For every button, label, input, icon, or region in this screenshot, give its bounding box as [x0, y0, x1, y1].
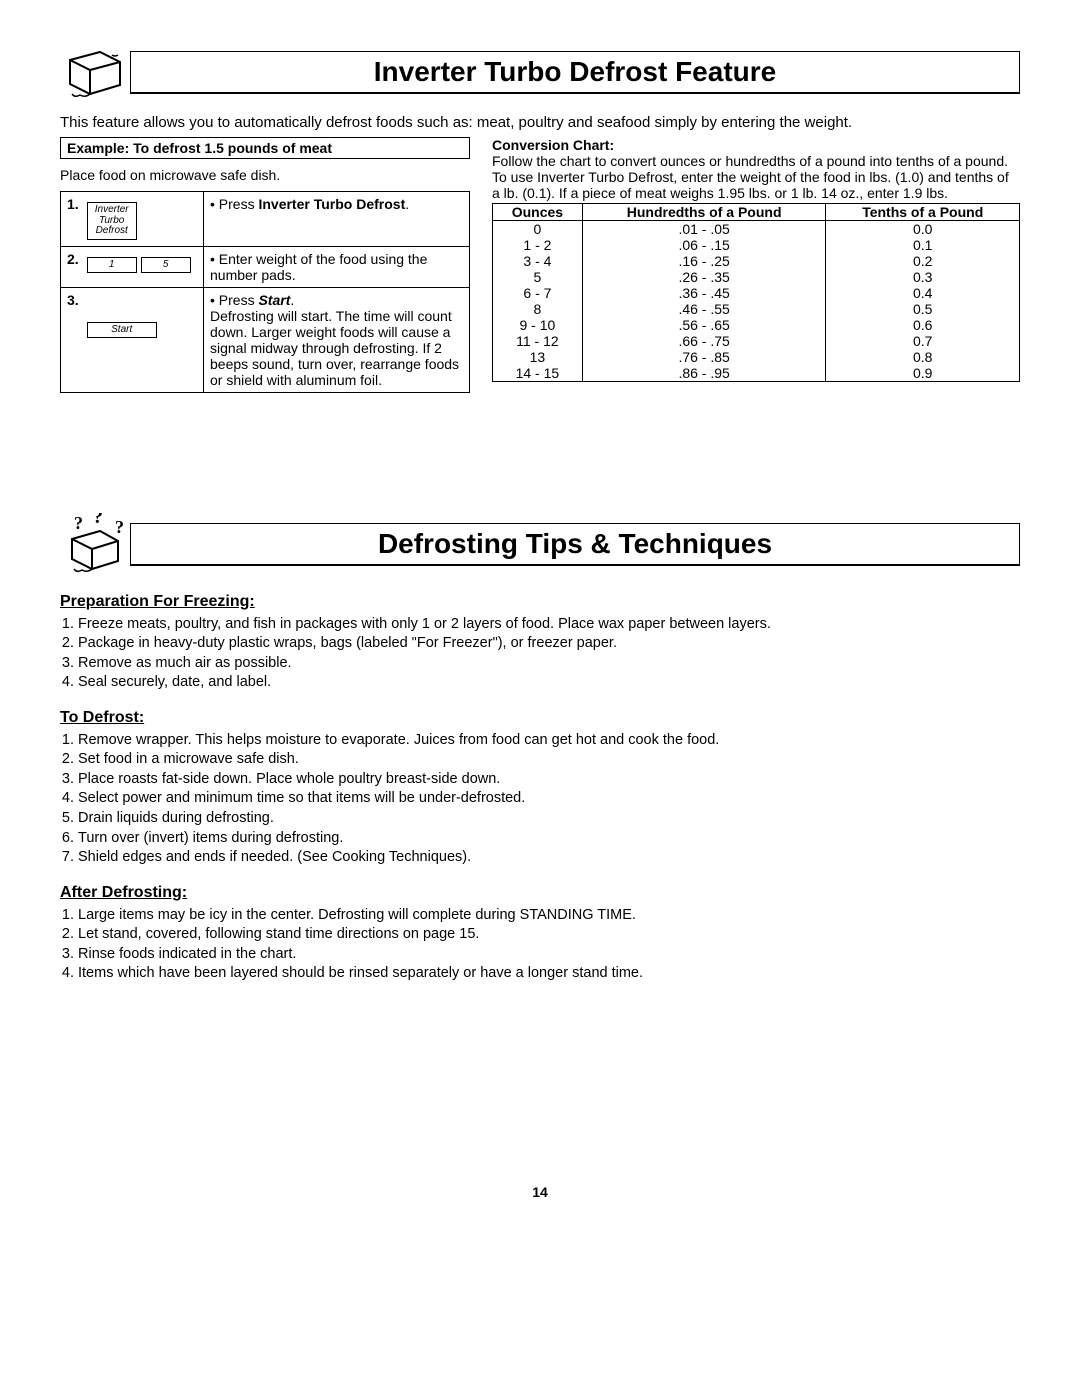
tips-list: Remove wrapper. This helps moisture to e…: [78, 731, 1020, 868]
tips-item: Place roasts fat-side down. Place whole …: [78, 770, 1020, 790]
section1-intro: This feature allows you to automatically…: [60, 114, 1020, 131]
conversion-cell: 9 - 10: [493, 317, 583, 333]
tips-item: Freeze meats, poultry, and fish in packa…: [78, 615, 1020, 635]
tips-item: Turn over (invert) items during defrosti…: [78, 829, 1020, 849]
step-cell: 1.InverterTurboDefrost: [61, 192, 204, 247]
tips-item: Package in heavy-duty plastic wraps, bag…: [78, 634, 1020, 654]
tips-subhead: Preparation For Freezing:: [60, 593, 1020, 611]
tips-subhead: To Defrost:: [60, 709, 1020, 727]
step-instruction: • Press Start.Defrosting will start. The…: [204, 287, 470, 392]
conversion-cell: .26 - .35: [582, 269, 826, 285]
section1-columns: Example: To defrost 1.5 pounds of meat P…: [60, 137, 1020, 393]
tips-item: Shield edges and ends if needed. (See Co…: [78, 848, 1020, 868]
conversion-cell: 3 - 4: [493, 253, 583, 269]
conversion-cell: 0.7: [826, 333, 1020, 349]
conversion-col-header: Ounces: [493, 204, 583, 221]
ice-cube-question-icon: ? ? ?: [60, 513, 130, 577]
ice-cube-icon: [60, 40, 130, 104]
conversion-cell: .06 - .15: [582, 237, 826, 253]
conversion-cell: 6 - 7: [493, 285, 583, 301]
conversion-cell: .16 - .25: [582, 253, 826, 269]
title-rule: Inverter Turbo Defrost Feature: [130, 51, 1020, 94]
conversion-cell: 14 - 15: [493, 365, 583, 382]
section1-header: Inverter Turbo Defrost Feature: [60, 40, 1020, 104]
conversion-cell: 1 - 2: [493, 237, 583, 253]
tips-list: Large items may be icy in the center. De…: [78, 906, 1020, 984]
tips-item: Let stand, covered, following stand time…: [78, 925, 1020, 945]
keypad-button: InverterTurboDefrost: [87, 202, 137, 240]
example-column: Example: To defrost 1.5 pounds of meat P…: [60, 137, 470, 393]
place-food-text: Place food on microwave safe dish.: [60, 167, 470, 183]
conversion-table: OuncesHundredths of a PoundTenths of a P…: [492, 203, 1020, 382]
conversion-cell: .66 - .75: [582, 333, 826, 349]
conversion-cell: 0.6: [826, 317, 1020, 333]
tips-item: Select power and minimum time so that it…: [78, 789, 1020, 809]
conversion-cell: 0: [493, 221, 583, 238]
section2-header: ? ? ? Defrosting Tips & Techniques: [60, 513, 1020, 577]
conversion-cell: 0.9: [826, 365, 1020, 382]
conversion-head: Conversion Chart:: [492, 137, 1020, 153]
keypad-button: Start: [87, 322, 157, 339]
tips-item: Drain liquids during defrosting.: [78, 809, 1020, 829]
tips-list: Freeze meats, poultry, and fish in packa…: [78, 615, 1020, 693]
keypad-button: 5: [141, 257, 191, 274]
conversion-cell: 0.5: [826, 301, 1020, 317]
svg-text:?: ?: [93, 513, 103, 528]
svg-text:?: ?: [115, 517, 124, 537]
conversion-cell: 0.8: [826, 349, 1020, 365]
conversion-cell: .76 - .85: [582, 349, 826, 365]
conversion-cell: 0.2: [826, 253, 1020, 269]
tips-item: Seal securely, date, and label.: [78, 673, 1020, 693]
conversion-cell: .01 - .05: [582, 221, 826, 238]
conversion-cell: 5: [493, 269, 583, 285]
keypad-button: 1: [87, 257, 137, 274]
conversion-col-header: Hundredths of a Pound: [582, 204, 826, 221]
steps-table: 1.InverterTurboDefrost• Press Inverter T…: [60, 191, 470, 393]
tips-item: Remove as much air as possible.: [78, 654, 1020, 674]
tips-item: Items which have been layered should be …: [78, 964, 1020, 984]
conversion-cell: 8: [493, 301, 583, 317]
tips-item: Rinse foods indicated in the chart.: [78, 945, 1020, 965]
step-cell: 3.Start: [61, 287, 204, 392]
conversion-text: Follow the chart to convert ounces or hu…: [492, 153, 1020, 201]
conversion-cell: 13: [493, 349, 583, 365]
tips-item: Set food in a microwave safe dish.: [78, 750, 1020, 770]
tips-item: Large items may be icy in the center. De…: [78, 906, 1020, 926]
conversion-cell: .36 - .45: [582, 285, 826, 301]
section2: ? ? ? Defrosting Tips & Techniques Prepa…: [60, 513, 1020, 984]
step-instruction: • Press Inverter Turbo Defrost.: [204, 192, 470, 247]
section1-title: Inverter Turbo Defrost Feature: [130, 51, 1020, 93]
title-rule-2: Defrosting Tips & Techniques: [130, 523, 1020, 566]
conversion-cell: 11 - 12: [493, 333, 583, 349]
step-instruction: • Enter weight of the food using the num…: [204, 246, 470, 287]
conversion-cell: 0.3: [826, 269, 1020, 285]
conversion-cell: 0.1: [826, 237, 1020, 253]
conversion-cell: 0.4: [826, 285, 1020, 301]
example-bar: Example: To defrost 1.5 pounds of meat: [60, 137, 470, 159]
step-cell: 2.15: [61, 246, 204, 287]
tips-item: Remove wrapper. This helps moisture to e…: [78, 731, 1020, 751]
page-number: 14: [60, 1184, 1020, 1200]
conversion-column: Conversion Chart: Follow the chart to co…: [492, 137, 1020, 393]
conversion-cell: .56 - .65: [582, 317, 826, 333]
conversion-col-header: Tenths of a Pound: [826, 204, 1020, 221]
conversion-cell: .86 - .95: [582, 365, 826, 382]
tips-subhead: After Defrosting:: [60, 884, 1020, 902]
svg-text:?: ?: [74, 513, 83, 533]
section2-title: Defrosting Tips & Techniques: [130, 523, 1020, 565]
conversion-cell: 0.0: [826, 221, 1020, 238]
conversion-cell: .46 - .55: [582, 301, 826, 317]
